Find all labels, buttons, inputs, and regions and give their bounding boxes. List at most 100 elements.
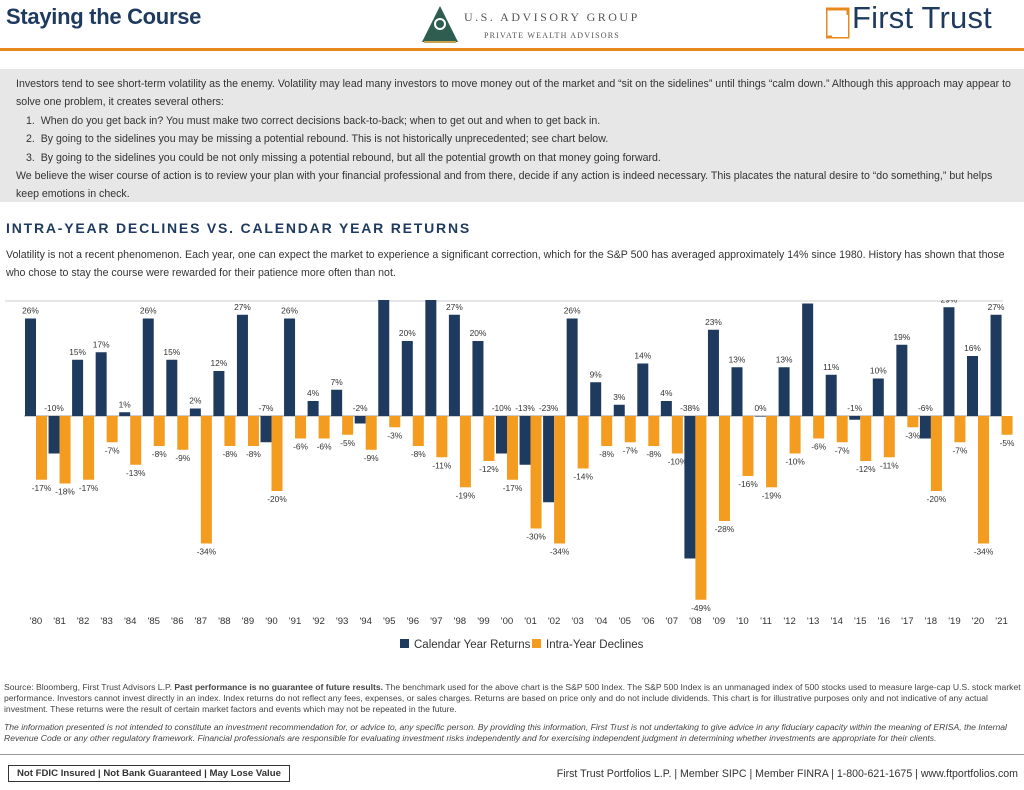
intra-year-chart: 26% -17% '80 -10% -18% '81 15% -17% '82 17% -7% '83… (5, 300, 1015, 651)
calendar-return-bar (72, 359, 84, 416)
legend-swatch-calendar (400, 639, 409, 648)
calendar-return-label: -6% (918, 403, 933, 413)
calendar-return-label: 7% (331, 377, 344, 387)
calendar-return-label: 15% (163, 347, 180, 357)
intra-year-decline-bar (83, 416, 95, 480)
year-tick-label: '18 (925, 616, 938, 627)
year-tick-label: '95 (383, 616, 396, 627)
calendar-return-bar (284, 318, 296, 416)
calendar-return-label: 17% (93, 339, 110, 349)
calendar-return-label: 26% (564, 306, 581, 316)
year-tick-label: '85 (147, 616, 160, 627)
intra-year-decline-bar (318, 416, 330, 439)
calendar-return-label: -38% (680, 403, 700, 413)
intra-year-decline-bar (59, 416, 71, 484)
intra-year-decline-bar (459, 416, 471, 488)
chart-section-description: Volatility is not a recent phenomenon. E… (6, 249, 1005, 279)
intra-year-decline-label: -7% (952, 445, 967, 455)
intra-year-decline-bar (954, 416, 966, 443)
legend-label-calendar: Calendar Year Returns (414, 639, 531, 651)
calendar-return-bar (260, 416, 272, 443)
first-trust-logo-text: First Trust (852, 0, 992, 35)
usag-tree-icon (422, 6, 458, 43)
intra-year-decline-bar (624, 416, 636, 443)
year-tick-label: '14 (830, 616, 843, 627)
intra-year-decline-label: -16% (738, 479, 758, 489)
calendar-return-label: -2% (353, 403, 368, 413)
intra-year-decline-label: -11% (880, 460, 899, 470)
calendar-return-bar (825, 374, 837, 416)
intra-year-decline-bar (883, 416, 895, 458)
intra-year-decline-label: -34% (550, 547, 570, 557)
header-divider (0, 48, 1024, 51)
calendar-return-bar (943, 307, 955, 416)
year-tick-label: '16 (878, 616, 891, 627)
year-tick-label: '21 (995, 616, 1008, 627)
intra-year-decline-bar (789, 416, 801, 454)
calendar-return-bar (967, 356, 978, 416)
year-tick-label: '83 (100, 616, 113, 627)
year-tick-label: '02 (548, 616, 561, 627)
page-header: Staying the Course U.S. ADVISORY GROUP P… (0, 0, 1024, 52)
intra-year-decline-bar (295, 416, 307, 439)
calendar-return-label: -7% (259, 403, 274, 413)
year-tick-label: '06 (642, 616, 655, 627)
intra-year-decline-label: -3% (387, 430, 402, 440)
intra-year-decline-label: -19% (456, 490, 476, 500)
calendar-return-label: 3% (613, 392, 626, 402)
calendar-return-bar (401, 341, 413, 416)
intra-year-decline-label: -19% (762, 490, 782, 500)
year-tick-label: '87 (195, 616, 208, 627)
intra-year-decline-bar (507, 416, 518, 480)
year-tick-label: '86 (171, 616, 184, 627)
calendar-return-label: 11% (823, 362, 840, 372)
year-tick-label: '98 (454, 616, 467, 627)
usag-name: U.S. ADVISORY GROUP (464, 10, 640, 24)
intra-year-decline-bar (577, 416, 589, 469)
intra-year-decline-bar (530, 416, 542, 529)
calendar-return-label: 20% (470, 328, 487, 338)
calendar-return-label: 2% (189, 396, 202, 406)
calendar-return-bar (896, 344, 908, 416)
intra-year-decline-bar (153, 416, 165, 446)
calendar-return-label: 26% (281, 306, 298, 316)
intro-list-item: 2. By going to the sidelines you may be … (26, 133, 609, 146)
calendar-return-label: 1% (119, 399, 132, 409)
intra-year-decline-label: -17% (79, 483, 99, 493)
calendar-return-bar (496, 416, 507, 454)
intra-year-decline-label: -9% (364, 453, 379, 463)
intra-year-decline-label: -6% (317, 442, 332, 452)
year-tick-label: '20 (972, 616, 985, 627)
intra-year-decline-bar (389, 416, 401, 428)
intra-year-decline-label: -18% (55, 487, 75, 497)
source-lead: Source: Bloomberg, First Trust Advisors … (4, 682, 175, 692)
calendar-return-bar (189, 408, 201, 416)
source-warning: Past performance is no guarantee of futu… (174, 682, 384, 692)
calendar-return-bar (48, 416, 60, 454)
calendar-return-bar (919, 416, 931, 439)
calendar-return-bar (142, 318, 154, 416)
calendar-return-bar (519, 416, 531, 465)
intro-list-item: 3. By going to the sidelines you could b… (26, 151, 661, 164)
chart-section-title: INTRA-YEAR DECLINES VS. CALENDAR YEAR RE… (6, 220, 471, 236)
intra-year-decline-label: -8% (599, 449, 614, 459)
intra-year-decline-label: -28% (715, 524, 735, 534)
calendar-return-bar (95, 352, 107, 416)
intra-year-decline-label: -8% (411, 449, 426, 459)
footer-divider (0, 754, 1024, 755)
intra-year-decline-label: -5% (1000, 438, 1015, 448)
intra-year-decline-label: -5% (340, 438, 355, 448)
intra-year-decline-bar (766, 416, 778, 488)
intra-year-decline-label: -8% (152, 449, 167, 459)
year-tick-label: '17 (901, 616, 914, 627)
calendar-return-bar (731, 367, 743, 416)
intro-box: Investors tend to see short-term volatil… (0, 69, 1024, 202)
calendar-return-label: 26% (22, 306, 39, 316)
intra-year-decline-label: -14% (573, 472, 593, 482)
intra-year-decline-bar (1001, 416, 1013, 435)
intra-year-decline-bar (648, 416, 660, 446)
intra-year-decline-label: -7% (105, 445, 120, 455)
calendar-return-label: 0% (754, 403, 767, 413)
intra-year-decline-bar (930, 416, 942, 491)
intra-year-decline-label: -12% (479, 464, 499, 474)
